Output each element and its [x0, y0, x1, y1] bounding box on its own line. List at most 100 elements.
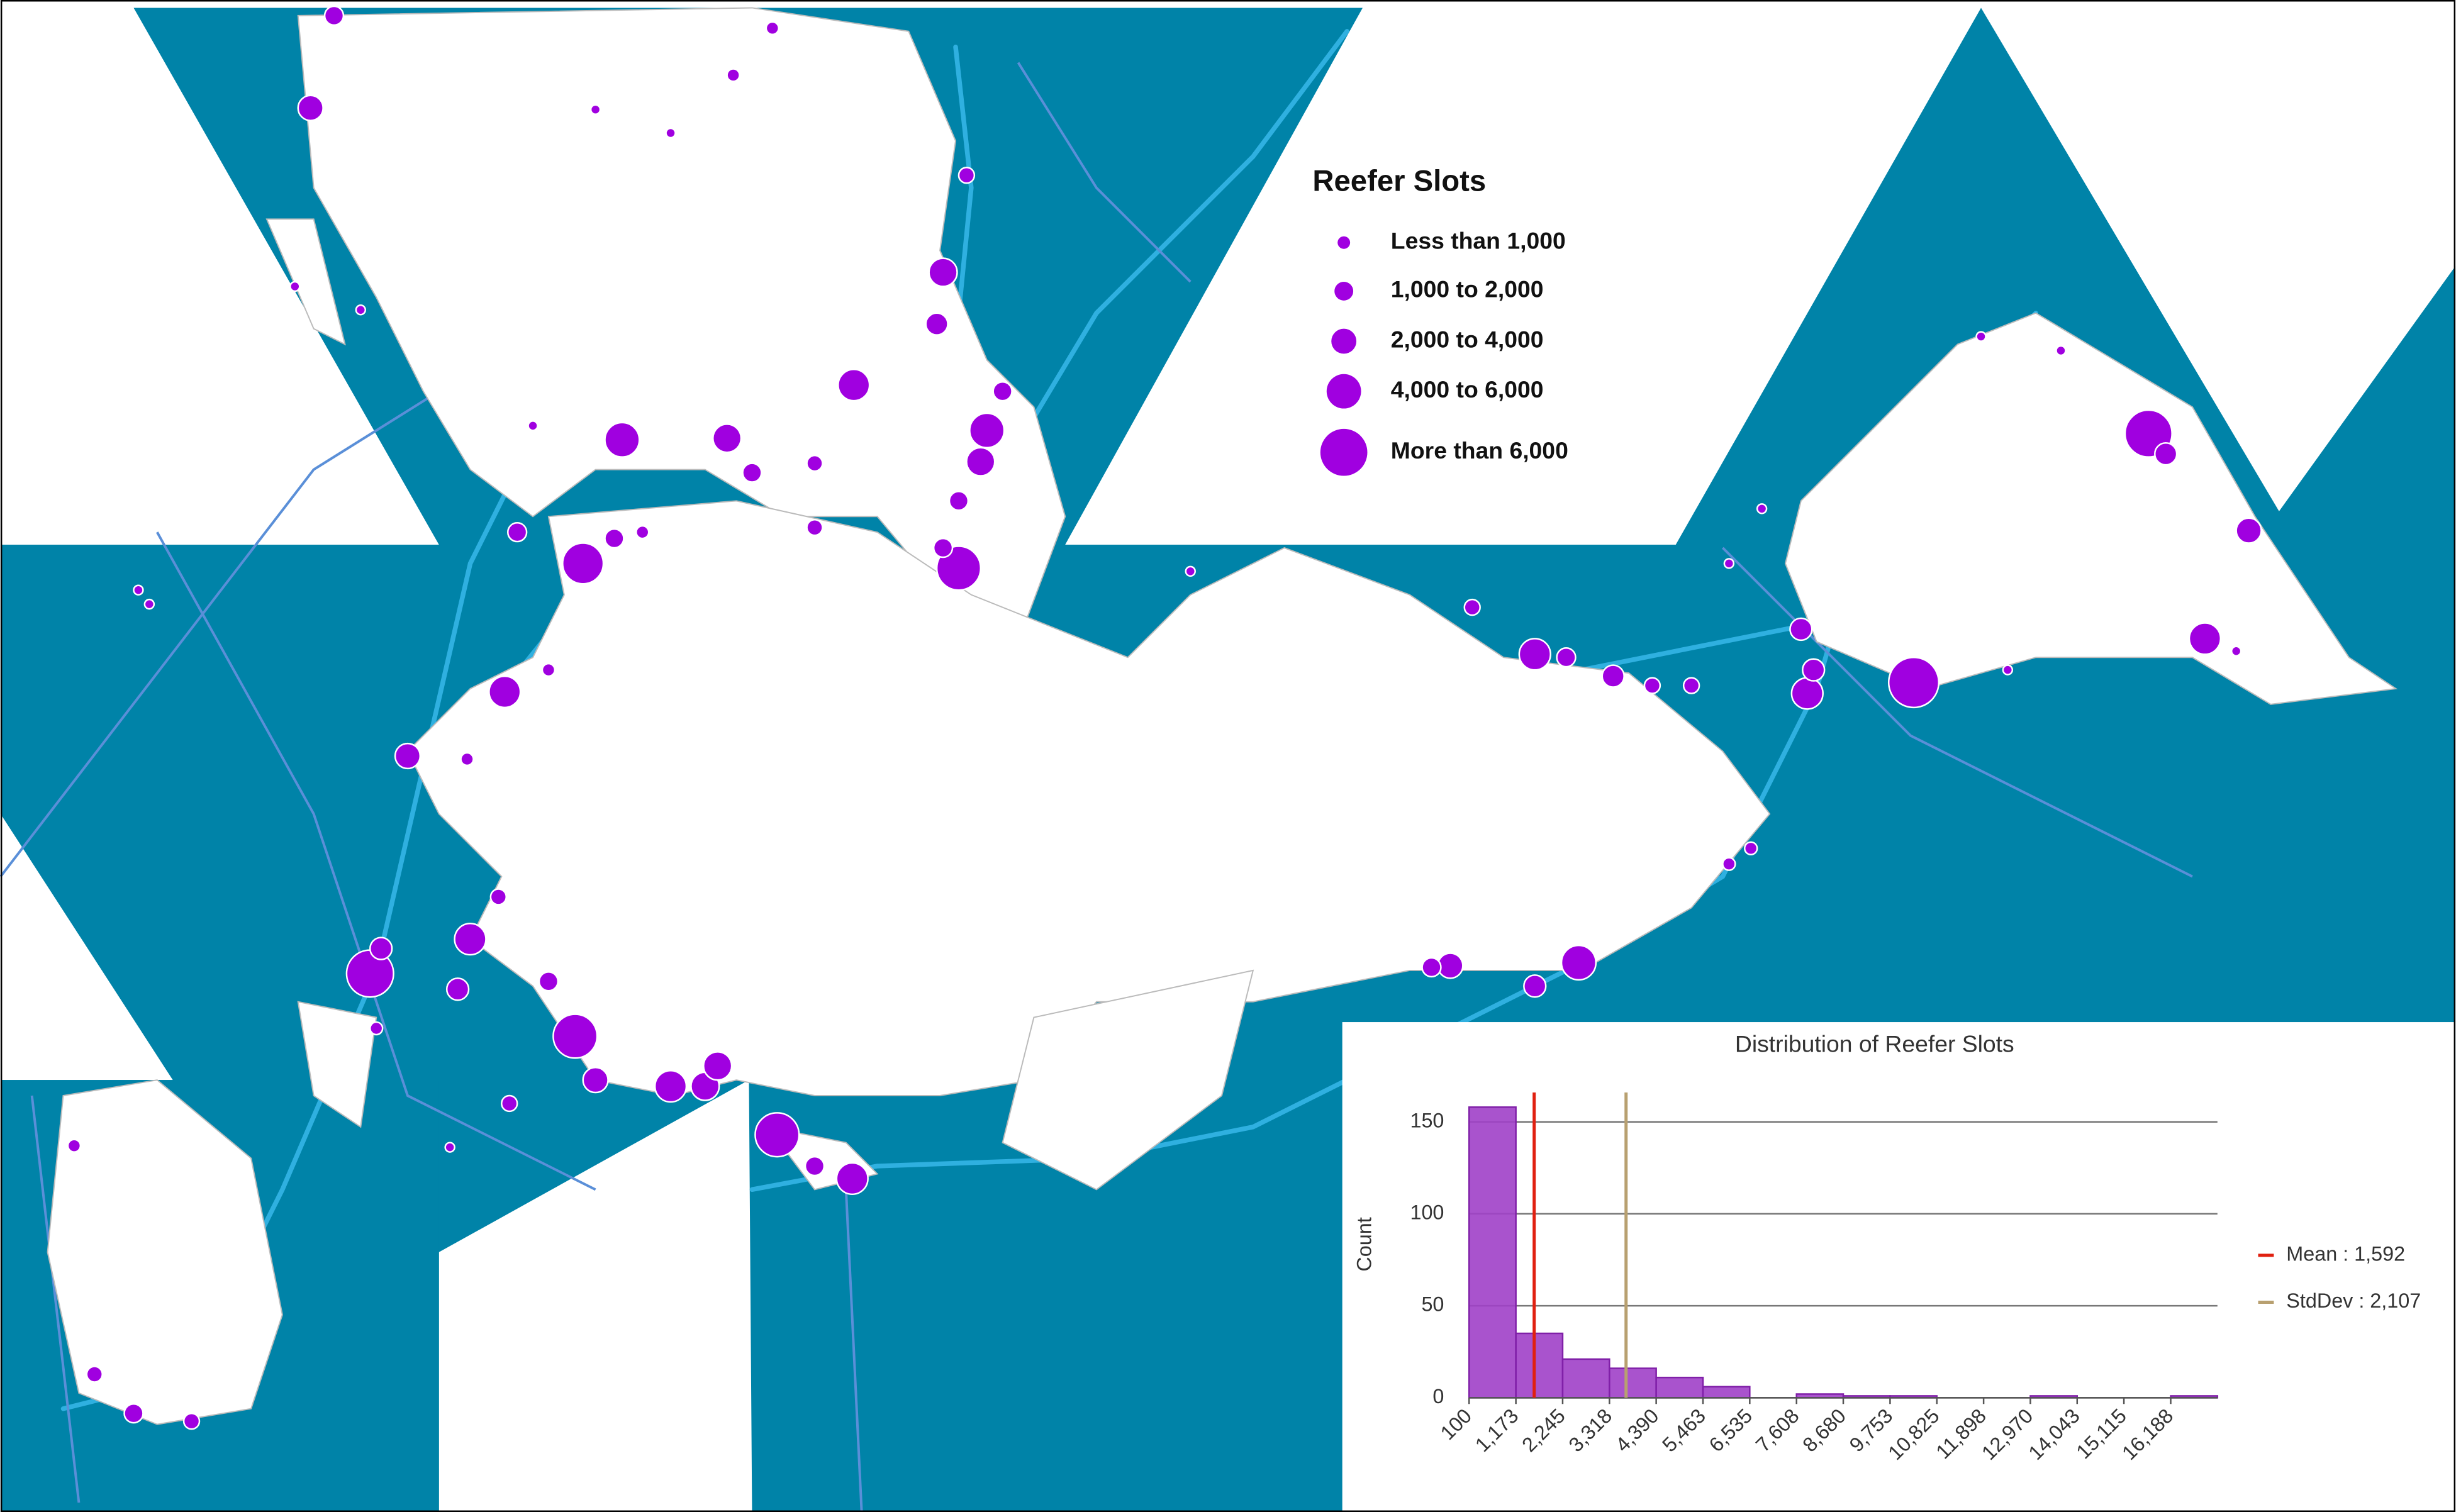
port	[589, 104, 601, 115]
port	[369, 937, 393, 960]
port	[806, 518, 823, 536]
y-axis-label: Count	[1353, 1217, 1376, 1271]
port	[488, 675, 522, 709]
bar	[1515, 1332, 1564, 1399]
port	[582, 1066, 609, 1094]
legend-label: 2,000 to 4,000	[1391, 326, 1544, 352]
histogram-background	[1342, 1022, 2456, 1512]
port	[355, 304, 367, 316]
y-tick-label: 100	[1410, 1201, 1444, 1223]
port	[604, 421, 640, 458]
histogram-title: Distribution of Reefer Slots	[1735, 1030, 2014, 1057]
port	[703, 1051, 733, 1081]
legend-symbol	[1331, 328, 1357, 354]
port	[654, 1069, 688, 1103]
port	[2230, 645, 2242, 657]
port	[1790, 677, 1824, 710]
port	[2002, 664, 2014, 675]
port	[1723, 558, 1735, 569]
port	[394, 742, 421, 770]
port	[289, 281, 301, 292]
port	[460, 752, 474, 767]
port	[1560, 944, 1597, 981]
port	[86, 1365, 103, 1383]
bar	[1561, 1358, 1610, 1399]
port	[552, 1013, 598, 1059]
port	[489, 888, 507, 906]
port	[754, 1112, 800, 1158]
port	[67, 1138, 82, 1153]
port	[1523, 974, 1547, 998]
port	[604, 528, 625, 549]
port	[123, 1403, 144, 1424]
port	[297, 94, 324, 121]
port	[2235, 517, 2262, 544]
port	[928, 257, 958, 287]
legend-symbol	[1334, 281, 1354, 301]
legend-label: 4,000 to 6,000	[1391, 376, 1544, 403]
port	[2154, 442, 2178, 466]
port	[806, 454, 823, 472]
port	[1463, 598, 1481, 616]
port	[932, 537, 954, 559]
port	[444, 1142, 455, 1153]
port	[1421, 957, 1442, 978]
port	[726, 68, 740, 82]
port	[454, 923, 487, 956]
port	[925, 312, 949, 336]
legend-label: Less than 1,000	[1391, 228, 1566, 254]
port	[1722, 857, 1736, 871]
port	[1518, 638, 1551, 671]
port	[2055, 345, 2067, 357]
port	[835, 1162, 869, 1196]
land	[47, 7, 2398, 1425]
port	[133, 584, 144, 596]
legend-symbol	[1337, 236, 1351, 249]
port	[538, 971, 559, 992]
port	[527, 420, 539, 431]
port	[837, 369, 871, 402]
bar	[1609, 1367, 1657, 1399]
port	[541, 662, 556, 677]
port	[948, 491, 969, 511]
port	[1601, 664, 1625, 688]
port	[1802, 658, 1826, 682]
legend: Reefer Slots Less than 1,000 1,000 to 2,0…	[1312, 165, 1568, 476]
port	[2188, 622, 2222, 655]
port	[1556, 647, 1577, 668]
port	[143, 598, 155, 610]
port	[1643, 677, 1661, 694]
legend-symbol	[1326, 374, 1361, 409]
port	[969, 412, 1005, 448]
y-tick-label: 0	[1432, 1385, 1444, 1408]
port	[742, 462, 762, 483]
histogram-panel: Distribution of Reefer Slots Count 0 50 10…	[1342, 1022, 2456, 1512]
y-tick-label: 150	[1410, 1109, 1444, 1131]
port	[1185, 565, 1196, 577]
stddev-legend-label: StdDev : 2,107	[2286, 1289, 2421, 1312]
port	[1743, 841, 1758, 856]
port	[1789, 617, 1813, 642]
port	[665, 127, 676, 139]
port	[966, 447, 996, 477]
port	[992, 381, 1013, 402]
ports	[67, 5, 2262, 1430]
legend-title: Reefer Slots	[1312, 165, 1486, 198]
port	[635, 525, 650, 540]
port	[369, 1021, 384, 1036]
port	[804, 1155, 825, 1177]
bar	[1702, 1386, 1751, 1399]
port	[323, 5, 345, 26]
port	[182, 1412, 201, 1430]
legend-symbol	[1320, 428, 1368, 476]
port	[445, 977, 470, 1001]
port	[935, 545, 982, 591]
port	[506, 521, 528, 543]
bar	[1655, 1376, 1704, 1399]
bar	[1468, 1106, 1517, 1399]
port	[562, 542, 605, 585]
mean-legend-label: Mean : 1,592	[2286, 1242, 2405, 1265]
